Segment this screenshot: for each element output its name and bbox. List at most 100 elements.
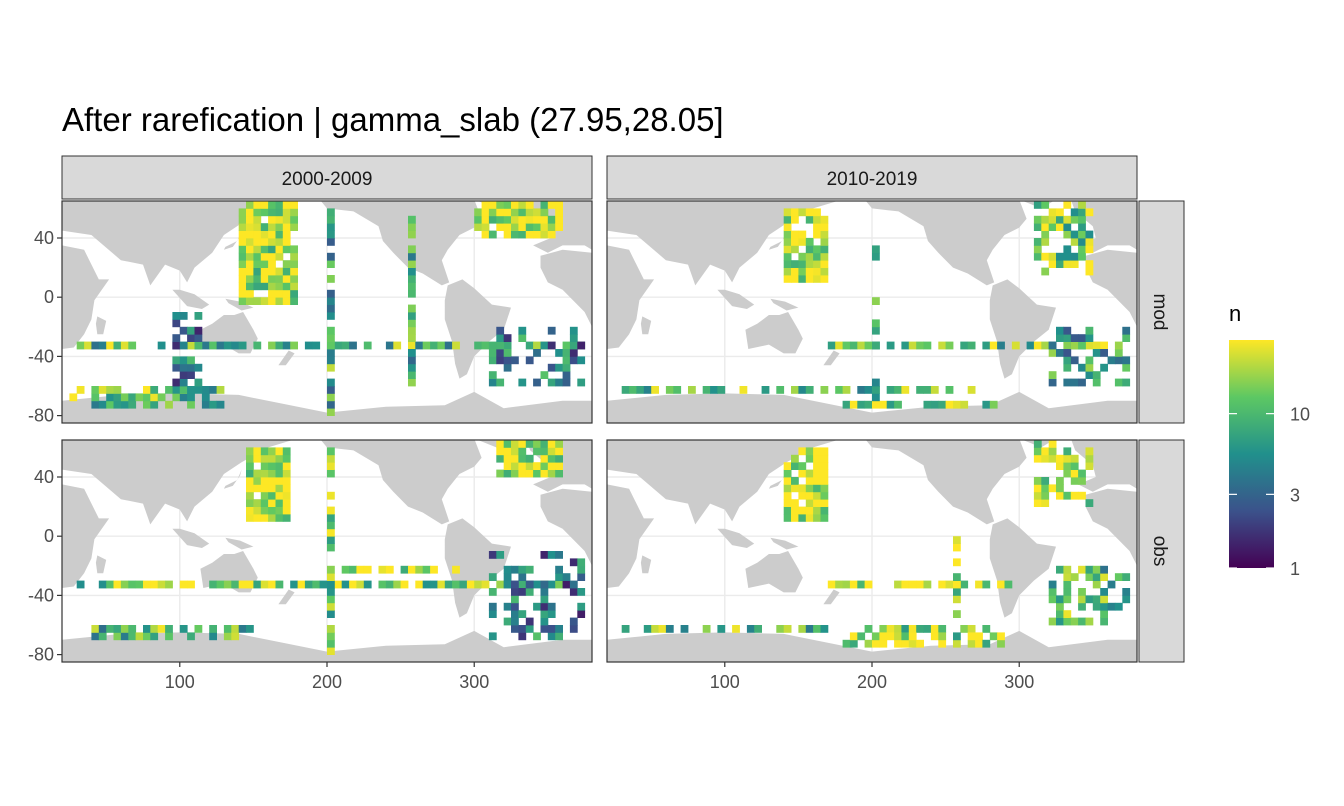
heatmap-cell [820, 230, 829, 239]
heatmap-cell [268, 208, 276, 217]
heatmap-cell [577, 565, 586, 574]
heatmap-cell [327, 275, 335, 283]
heatmap-cell [960, 625, 969, 633]
x-tick-label: 300 [459, 672, 489, 692]
heatmap-cell [334, 580, 343, 589]
chart-title: After rarefication | gamma_slab (27.95,2… [62, 101, 724, 138]
heatmap-cell [1122, 588, 1131, 596]
y-tick-label: 40 [34, 228, 54, 248]
heatmap-cell [511, 469, 519, 478]
heatmap-cell [886, 386, 895, 394]
heatmap-cell [187, 386, 195, 394]
heatmap-cell [268, 223, 276, 231]
heatmap-cell [989, 400, 998, 409]
heatmap-cell [1070, 617, 1079, 626]
heatmap-cell [187, 580, 195, 589]
heatmap-cell [408, 289, 416, 298]
heatmap-cell [275, 454, 284, 463]
heatmap-cell [857, 400, 866, 409]
heatmap-cell [238, 282, 247, 291]
strip-label-2010-2019: 2010-2019 [827, 169, 918, 190]
heatmap-cell [518, 201, 527, 209]
heatmap-cell [511, 208, 519, 217]
heatmap-cell [496, 208, 505, 217]
heatmap-cell [496, 469, 505, 478]
land-polygon [607, 440, 838, 525]
heatmap-cell [260, 230, 269, 239]
heatmap-cell [106, 341, 114, 350]
heatmap-cell [282, 260, 291, 268]
heatmap-cell [496, 447, 505, 456]
heatmap-cell [1063, 356, 1072, 365]
heatmap-cell [1063, 349, 1072, 357]
heatmap-cell [783, 462, 792, 470]
heatmap-cell [246, 462, 254, 470]
heatmap-cell [813, 208, 821, 217]
heatmap-cell [938, 400, 947, 409]
heatmap-cell [120, 400, 129, 409]
heatmap-cell [1114, 349, 1123, 357]
heatmap-cell [555, 378, 563, 387]
land-polygon [607, 245, 655, 349]
heatmap-cell [327, 408, 335, 416]
land-polygon [768, 469, 787, 489]
heatmap-cell [275, 282, 284, 291]
heatmap-cell [555, 573, 563, 581]
land-polygon [607, 484, 655, 588]
heatmap-cell [1100, 588, 1108, 596]
land-polygon [225, 537, 254, 550]
heatmap-cell [430, 580, 438, 589]
heatmap-cell [172, 341, 181, 350]
heatmap-cell [503, 363, 512, 372]
heatmap-cell [260, 484, 269, 493]
heatmap-cell [547, 454, 556, 463]
heatmap-cell [665, 386, 674, 394]
heatmap-cell [827, 341, 836, 350]
heatmap-cell [1033, 484, 1042, 493]
heatmap-cell [525, 588, 534, 596]
heatmap-cell [1041, 230, 1050, 239]
heatmap-cell [967, 386, 976, 394]
heatmap-cell [1085, 595, 1094, 604]
y-tick-label: 0 [44, 287, 54, 307]
heatmap-cell [1063, 201, 1072, 209]
heatmap-cell [1085, 356, 1094, 365]
heatmap-cell [1078, 245, 1086, 254]
heatmap-cell [1063, 462, 1072, 470]
heatmap-cell [791, 514, 799, 522]
heatmap-cell [849, 400, 858, 409]
heatmap-cell [194, 312, 203, 320]
heatmap-cell [569, 558, 578, 567]
heatmap-cell [1100, 349, 1108, 357]
heatmap-cell [533, 215, 541, 224]
heatmap-cell [260, 454, 269, 463]
heatmap-cell [975, 639, 983, 648]
heatmap-cell [982, 400, 991, 409]
heatmap-cell [488, 573, 497, 581]
heatmap-cell [238, 275, 247, 283]
heatmap-cell [503, 349, 512, 357]
heatmap-cell [378, 580, 387, 589]
heatmap-cell [327, 312, 335, 320]
legend-tick-label: 10 [1290, 405, 1310, 425]
heatmap-cell [1100, 595, 1108, 604]
heatmap-cell [1048, 215, 1057, 224]
heatmap-cell [488, 588, 497, 596]
heatmap-cell [872, 297, 880, 305]
heatmap-cell [783, 499, 792, 507]
heatmap-cell [673, 386, 682, 394]
heatmap-cell [894, 639, 902, 648]
heatmap-cell [1078, 238, 1086, 246]
heatmap-cell [238, 252, 247, 261]
heatmap-cell [488, 341, 497, 350]
heatmap-cell [260, 282, 269, 291]
heatmap-cell [1078, 252, 1086, 261]
heatmap-cell [577, 610, 586, 618]
heatmap-cell [452, 580, 460, 589]
heatmap-cell [518, 208, 527, 217]
heatmap-cell [400, 580, 409, 589]
heatmap-cell [1085, 371, 1094, 379]
heatmap-cell [1063, 245, 1072, 254]
heatmap-cell [872, 341, 880, 350]
heatmap-cell [260, 275, 269, 283]
